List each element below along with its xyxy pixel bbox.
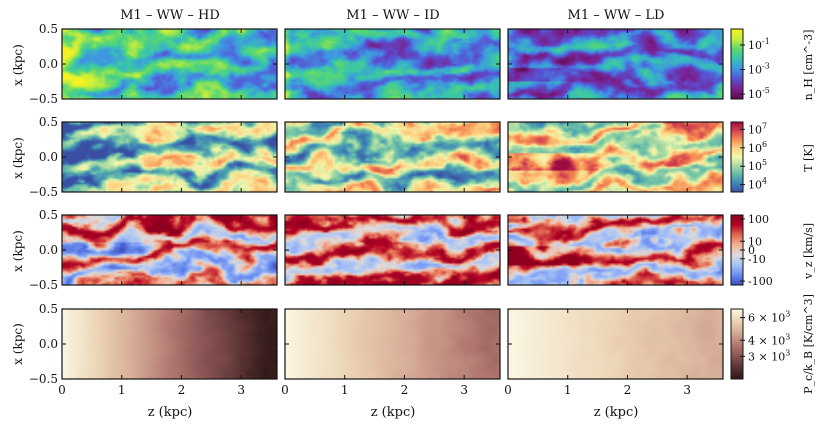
x-tick-label: 2	[624, 383, 632, 397]
colorbar-t	[730, 121, 744, 193]
y-tick-label: 0.0	[39, 243, 58, 257]
colorbar-tick-label: 0	[748, 244, 755, 257]
colorbar-label-pc: P_c/k_B [K/cm^3]	[802, 294, 815, 394]
x-tick-label: 3	[683, 383, 691, 397]
colorbar-tick-label: -100	[748, 275, 773, 288]
colorbar-tick-label: 4 × 103	[748, 332, 790, 347]
colorbar-tick-label: 10-1	[748, 37, 770, 52]
heatmap-vz-col-1	[62, 215, 277, 285]
x-tick-label: 1	[564, 383, 572, 397]
x-tick-label: 2	[401, 383, 409, 397]
x-tick-label: 1	[341, 383, 349, 397]
ylabel-row-3: x (kpc)	[11, 230, 25, 272]
colorbar-tick-label: 104	[748, 177, 767, 192]
y-tick-label: 0.0	[39, 337, 58, 351]
colorbar-tick-label: 106	[748, 140, 767, 155]
colorbar-label-t: T [K]	[802, 144, 815, 172]
xlabel-col-3: z (kpc)	[594, 405, 639, 420]
y-tick-label: −0.5	[29, 92, 58, 106]
colorbar-nh	[730, 28, 744, 100]
colorbar-tick-label: 10-3	[748, 62, 770, 77]
xlabel-col-2: z (kpc)	[371, 405, 416, 420]
ylabel-row-2: x (kpc)	[11, 137, 25, 179]
y-tick-label: 0.5	[39, 115, 58, 129]
colorbar-label-nh: n_H [cm^-3]	[802, 30, 815, 101]
colorbar-label-vz: v_z [km/s]	[802, 223, 815, 280]
y-tick-label: 0.5	[39, 302, 58, 316]
column-title-ld: M1 – WW – LD	[568, 8, 665, 23]
heatmap-pc-col-2	[285, 309, 500, 379]
column-title-hd: M1 – WW – HD	[120, 8, 220, 23]
y-tick-label: −0.5	[29, 372, 58, 386]
colorbar-tick-label: -10	[748, 253, 766, 266]
colorbar-pc	[730, 308, 744, 380]
y-tick-label: 0.0	[39, 57, 58, 71]
x-tick-label: 1	[118, 383, 126, 397]
heatmap-t-col-1	[62, 122, 277, 192]
colorbar-tick-label: 3 × 103	[748, 348, 790, 363]
x-tick-label: 3	[460, 383, 468, 397]
heatmap-t-col-2	[285, 122, 500, 192]
heatmap-t-col-3	[508, 122, 723, 192]
heatmap-nh-col-1	[62, 29, 277, 99]
colorbar-tick-label: 105	[748, 158, 767, 173]
y-tick-label: 0.0	[39, 150, 58, 164]
xlabel-col-1: z (kpc)	[148, 405, 193, 420]
heatmap-pc-col-1	[62, 309, 277, 379]
y-tick-label: −0.5	[29, 278, 58, 292]
colorbar-tick-label: 6 × 103	[748, 310, 790, 325]
colorbar-tick-label: 10-5	[748, 86, 770, 101]
x-tick-label: 0	[504, 383, 512, 397]
column-title-id: M1 – WW – ID	[346, 8, 439, 23]
heatmap-nh-col-3	[508, 29, 723, 99]
ylabel-row-4: x (kpc)	[11, 323, 25, 365]
ylabel-row-1: x (kpc)	[11, 44, 25, 86]
heatmap-vz-col-2	[285, 215, 500, 285]
x-tick-label: 0	[281, 383, 289, 397]
y-tick-label: 0.5	[39, 208, 58, 222]
y-tick-label: −0.5	[29, 185, 58, 199]
colorbar-tick-label: 100	[748, 213, 769, 226]
x-tick-label: 3	[237, 383, 245, 397]
heatmap-vz-col-3	[508, 215, 723, 285]
x-tick-label: 0	[58, 383, 66, 397]
heatmap-pc-col-3	[508, 309, 723, 379]
colorbar-tick-label: 10	[748, 235, 762, 248]
colorbar-tick-label: 107	[748, 121, 767, 136]
heatmap-nh-col-2	[285, 29, 500, 99]
x-tick-label: 2	[178, 383, 186, 397]
y-tick-label: 0.5	[39, 22, 58, 36]
